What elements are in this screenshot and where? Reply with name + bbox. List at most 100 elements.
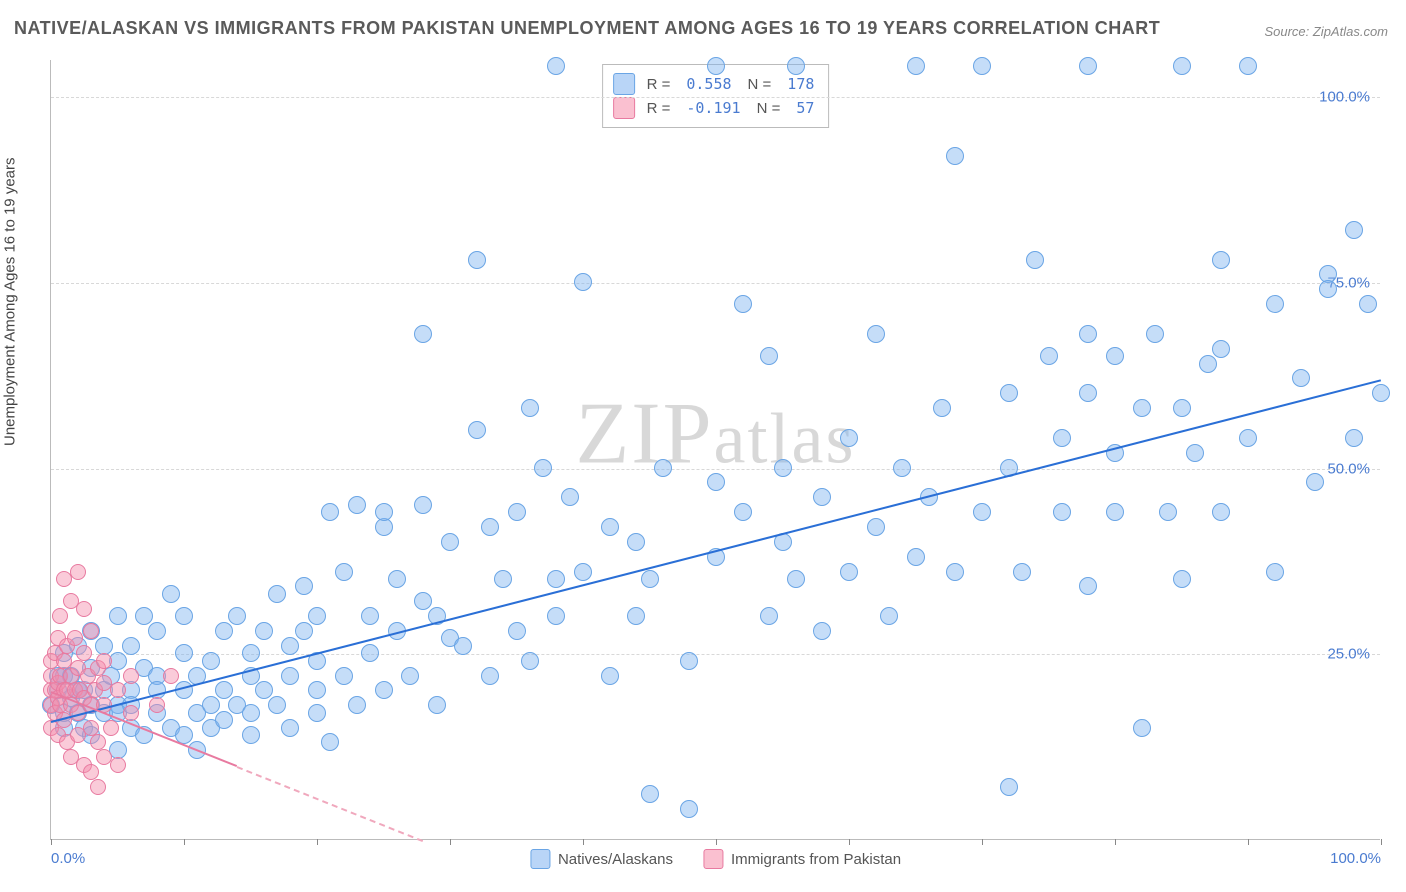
data-point [308, 681, 326, 699]
swatch-pink-icon [613, 97, 635, 119]
data-point [255, 681, 273, 699]
data-point [1359, 295, 1377, 313]
n-label: N = [748, 76, 772, 93]
data-point [907, 57, 925, 75]
data-point [175, 644, 193, 662]
data-point [215, 711, 233, 729]
legend-label-pink: Immigrants from Pakistan [731, 851, 901, 868]
data-point [1173, 399, 1191, 417]
data-point [215, 622, 233, 640]
data-point [76, 601, 92, 617]
y-tick-label: 25.0% [1327, 646, 1370, 663]
data-point [1013, 563, 1031, 581]
r-value-pink: -0.191 [682, 99, 744, 117]
data-point [414, 496, 432, 514]
data-point [1040, 347, 1058, 365]
data-point [242, 704, 260, 722]
swatch-pink-icon [703, 849, 723, 869]
data-point [1372, 384, 1390, 402]
data-point [70, 564, 86, 580]
data-point [521, 399, 539, 417]
data-point [83, 623, 99, 639]
swatch-blue-icon [530, 849, 550, 869]
data-point [308, 607, 326, 625]
data-point [109, 607, 127, 625]
data-point [162, 585, 180, 603]
legend-label-blue: Natives/Alaskans [558, 851, 673, 868]
data-point [348, 696, 366, 714]
data-point [255, 622, 273, 640]
data-point [76, 645, 92, 661]
data-point [627, 533, 645, 551]
data-point [907, 548, 925, 566]
series-legend: Natives/Alaskans Immigrants from Pakista… [530, 849, 901, 869]
data-point [774, 459, 792, 477]
data-point [122, 637, 140, 655]
data-point [242, 726, 260, 744]
data-point [83, 764, 99, 780]
data-point [601, 667, 619, 685]
data-point [654, 459, 672, 477]
data-point [840, 429, 858, 447]
data-point [335, 563, 353, 581]
trend-line [51, 379, 1381, 723]
x-tick [849, 839, 850, 845]
plot-area: ZIPatlas R = 0.558 N = 178 R = -0.191 N … [50, 60, 1380, 840]
data-point [547, 607, 565, 625]
data-point [1053, 503, 1071, 521]
data-point [1079, 384, 1097, 402]
data-point [481, 518, 499, 536]
data-point [321, 733, 339, 751]
data-point [1106, 347, 1124, 365]
source-attribution: Source: ZipAtlas.com [1264, 24, 1388, 39]
x-tick-label: 100.0% [1330, 850, 1381, 867]
data-point [1079, 325, 1097, 343]
data-point [148, 622, 166, 640]
data-point [123, 705, 139, 721]
data-point [90, 779, 106, 795]
data-point [680, 800, 698, 818]
trend-line [237, 766, 424, 842]
data-point [494, 570, 512, 588]
data-point [1239, 429, 1257, 447]
data-point [1199, 355, 1217, 373]
data-point [1266, 295, 1284, 313]
data-point [760, 347, 778, 365]
data-point [707, 57, 725, 75]
swatch-blue-icon [613, 73, 635, 95]
data-point [202, 696, 220, 714]
data-point [268, 585, 286, 603]
data-point [1173, 57, 1191, 75]
legend-item-blue: Natives/Alaskans [530, 849, 673, 869]
data-point [308, 704, 326, 722]
gridline [51, 283, 1380, 284]
data-point [361, 607, 379, 625]
data-point [103, 720, 119, 736]
data-point [1345, 429, 1363, 447]
data-point [96, 653, 112, 669]
data-point [1053, 429, 1071, 447]
data-point [414, 325, 432, 343]
data-point [163, 668, 179, 684]
data-point [973, 503, 991, 521]
data-point [760, 607, 778, 625]
data-point [1212, 251, 1230, 269]
data-point [388, 570, 406, 588]
data-point [375, 503, 393, 521]
correlation-chart: NATIVE/ALASKAN VS IMMIGRANTS FROM PAKIST… [0, 0, 1406, 892]
data-point [641, 785, 659, 803]
data-point [973, 57, 991, 75]
data-point [242, 644, 260, 662]
data-point [1000, 778, 1018, 796]
data-point [67, 630, 83, 646]
data-point [867, 518, 885, 536]
legend-row-pink: R = -0.191 N = 57 [613, 97, 819, 119]
data-point [1159, 503, 1177, 521]
x-tick [716, 839, 717, 845]
chart-title: NATIVE/ALASKAN VS IMMIGRANTS FROM PAKIST… [14, 18, 1160, 39]
data-point [641, 570, 659, 588]
y-tick-label: 100.0% [1319, 89, 1370, 106]
data-point [1133, 719, 1151, 737]
data-point [893, 459, 911, 477]
data-point [1000, 384, 1018, 402]
